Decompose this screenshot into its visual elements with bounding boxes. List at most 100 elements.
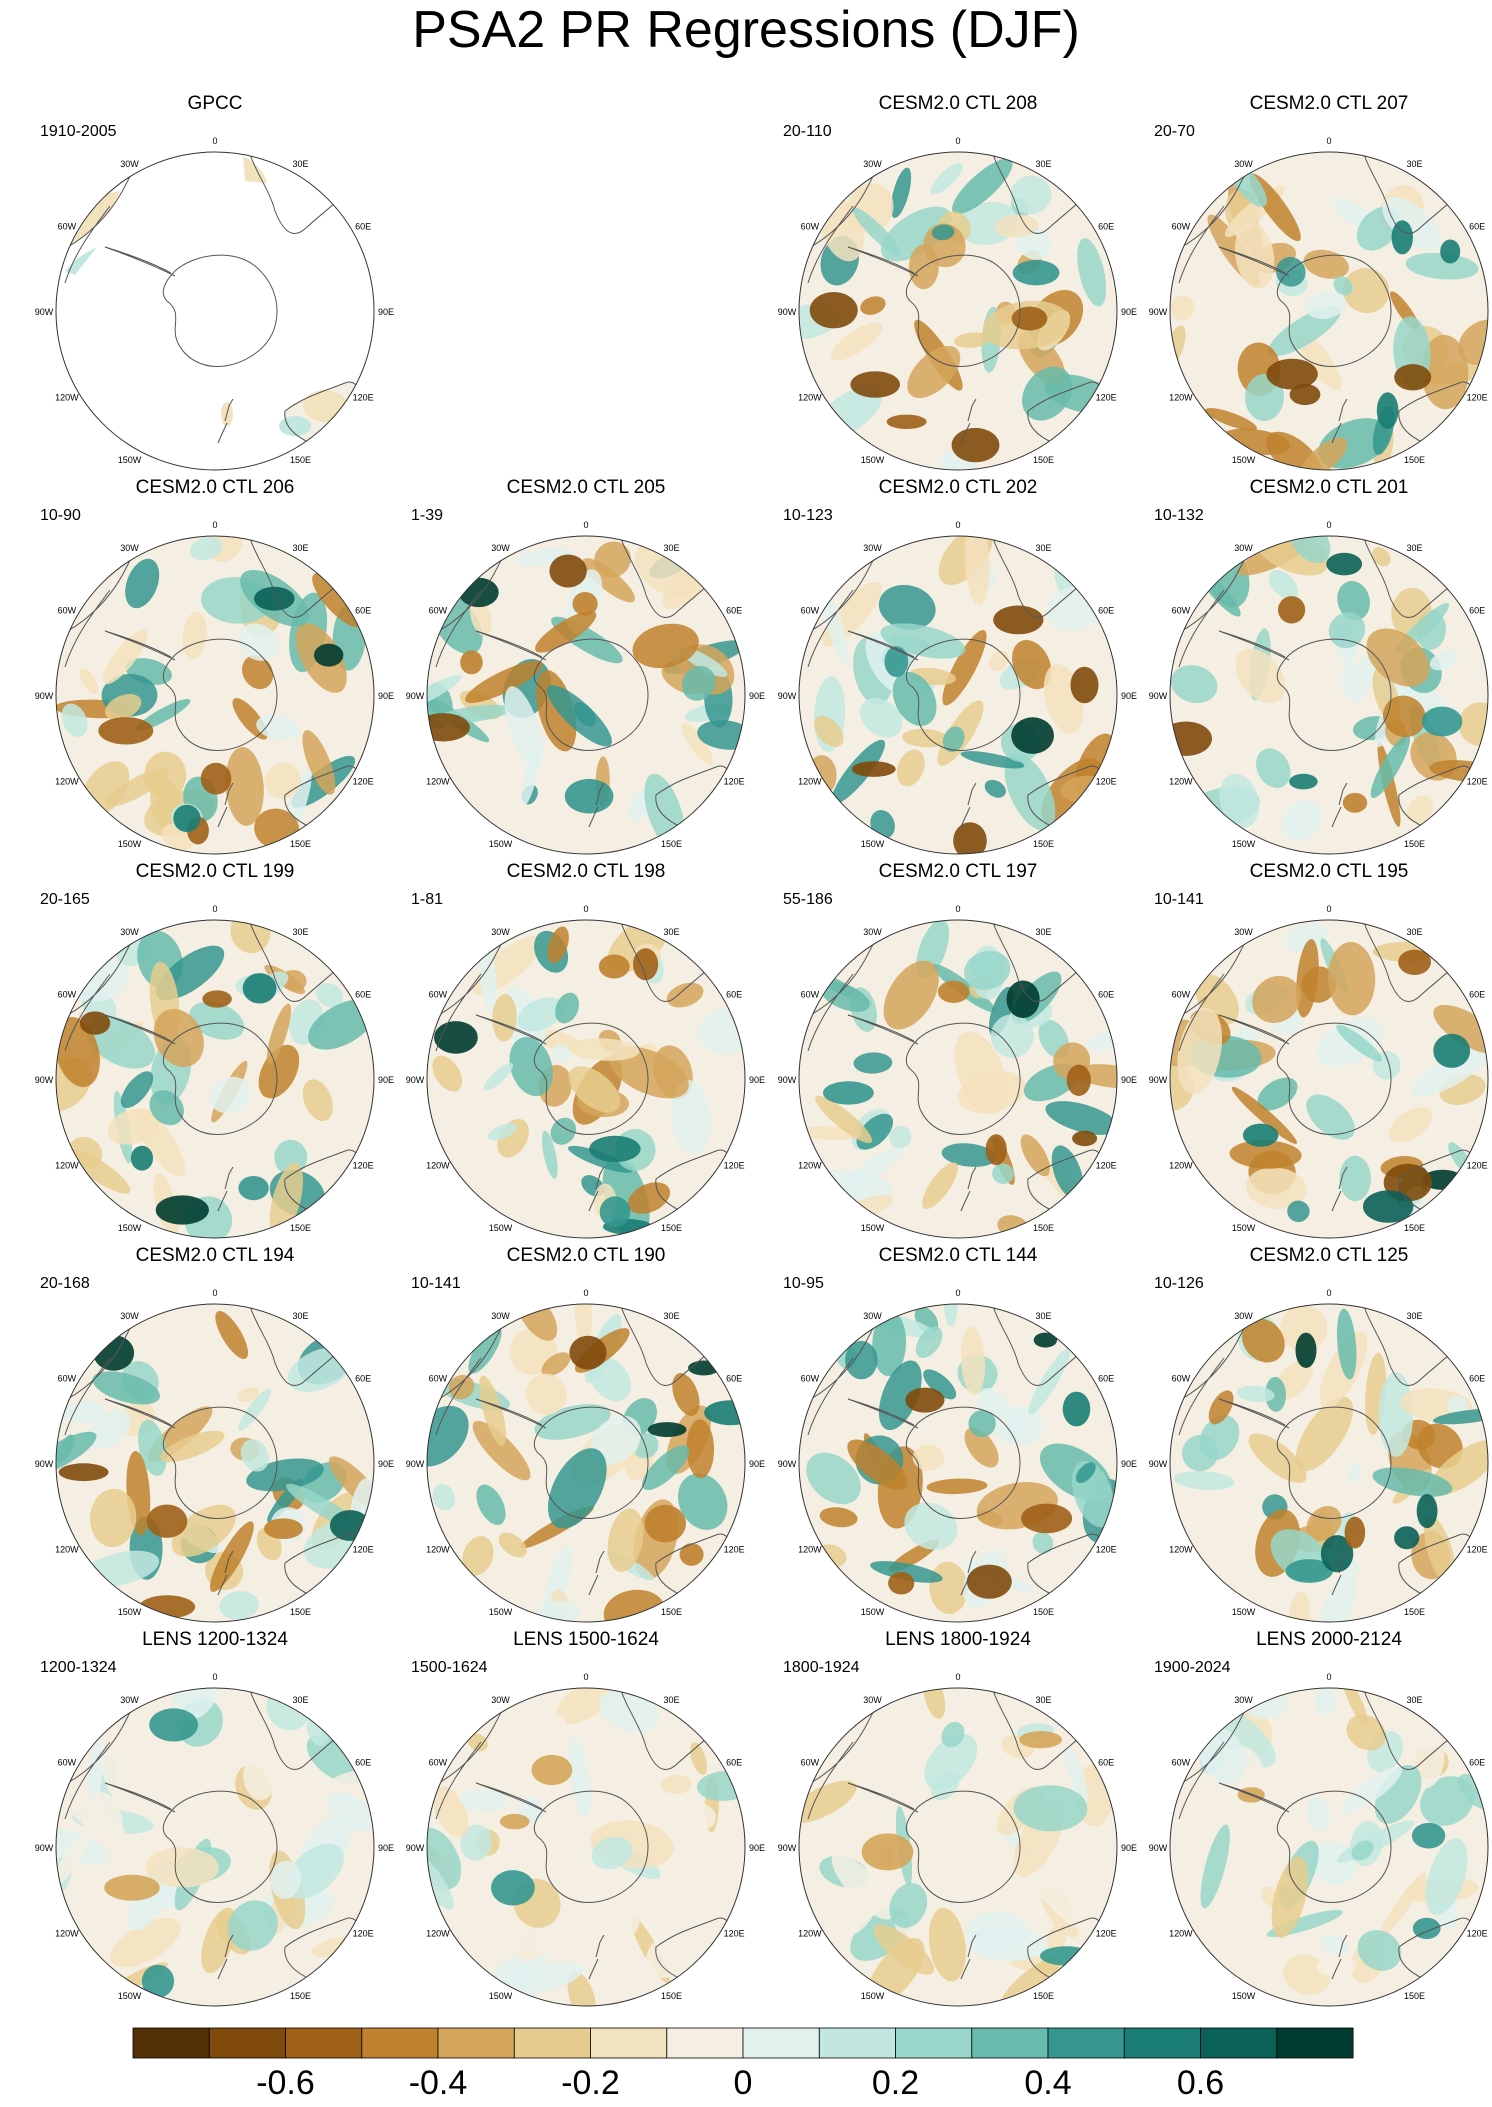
colorbar-tick-label: 0.4 <box>1024 2064 1071 2102</box>
longitude-label: 60W <box>429 990 448 1000</box>
longitude-label: 30W <box>863 1695 882 1705</box>
longitude-label: 120E <box>353 1545 374 1555</box>
longitude-label: 150E <box>661 1223 682 1233</box>
longitude-label: 60E <box>726 606 742 616</box>
longitude-label: 150W <box>1232 455 1256 465</box>
longitude-label: 120W <box>1169 1545 1193 1555</box>
longitude-label: 150W <box>489 1991 513 2001</box>
longitude-label: 120E <box>724 1161 745 1171</box>
longitude-label: 120W <box>55 1929 79 1939</box>
longitude-label: 90W <box>406 1075 425 1085</box>
longitude-label: 90E <box>749 1459 765 1469</box>
longitude-label: 30E <box>663 1695 679 1705</box>
longitude-label: 150W <box>1232 1223 1256 1233</box>
longitude-label: 120E <box>1096 1929 1117 1939</box>
longitude-label: 30W <box>491 543 510 553</box>
longitude-label: 30E <box>1406 1311 1422 1321</box>
longitude-label: 150W <box>118 1991 142 2001</box>
colorbar-segment <box>1123 2027 1202 2059</box>
longitude-label: 90W <box>1149 1075 1168 1085</box>
longitude-label: 150W <box>118 839 142 849</box>
longitude-label: 120W <box>798 777 822 787</box>
longitude-label: 0 <box>955 520 960 530</box>
longitude-label: 30E <box>292 1695 308 1705</box>
polar-map: 030E60E90E120E150E180150W120W90W60W30W <box>35 904 394 1239</box>
polar-map: 030E60E90E120E150E180150W120W90W60W30W <box>406 1288 765 1623</box>
panel-years: 1900-2024 <box>1154 1659 1231 1676</box>
longitude-label: 150W <box>1232 1607 1256 1617</box>
longitude-label: 30W <box>863 543 882 553</box>
panel-years: 10-141 <box>411 1275 461 1292</box>
longitude-label: 120E <box>353 777 374 787</box>
colorbar-tick-label: 0 <box>734 2064 753 2102</box>
polar-map: 030E60E90E120E150E180150W120W90W60W30W <box>1149 1288 1492 1623</box>
longitude-label: 0 <box>212 904 217 914</box>
map-panel: CESM2.0 CTL 205 030E60E90E120E150E180150W… <box>401 476 771 860</box>
longitude-label: 0 <box>583 1672 588 1682</box>
colorbar-segment <box>437 2027 515 2059</box>
longitude-label: 150W <box>118 1607 142 1617</box>
panel-title: CESM2.0 CTL 201 <box>1249 477 1409 498</box>
longitude-label: 120E <box>1096 1161 1117 1171</box>
panel-years: 1500-1624 <box>411 1659 488 1676</box>
longitude-label: 60W <box>1172 606 1191 616</box>
panel-years: 1-39 <box>411 507 444 524</box>
longitude-label: 150E <box>1404 455 1425 465</box>
colorbar-segment <box>285 2027 363 2059</box>
panel-title: CESM2.0 CTL 206 <box>135 477 295 498</box>
longitude-label: 90W <box>778 1843 797 1853</box>
panel-title: CESM2.0 CTL 144 <box>878 1245 1038 1266</box>
longitude-label: 30W <box>1234 543 1253 553</box>
longitude-label: 90W <box>406 1843 425 1853</box>
panel-title: LENS 1500-1624 <box>513 1629 659 1650</box>
map-panel: CESM2.0 CTL 198030E60E90E120E150E180150W… <box>401 860 771 1244</box>
panel-years: 55-186 <box>783 891 833 908</box>
longitude-label: 60E <box>355 606 371 616</box>
panel-title: CESM2.0 CTL 205 <box>506 477 666 498</box>
longitude-label: 150W <box>489 1607 513 1617</box>
longitude-label: 0 <box>212 1672 217 1682</box>
longitude-label: 90W <box>1149 307 1168 317</box>
map-panel: CESM2.0 CTL 201030E60E90E120E150E180150W… <box>1144 476 1492 860</box>
panel-title: CESM2.0 CTL 202 <box>878 477 1038 498</box>
longitude-label: 30E <box>1035 159 1051 169</box>
longitude-label: 30E <box>292 927 308 937</box>
longitude-label: 120W <box>798 1929 822 1939</box>
longitude-label: 30E <box>292 543 308 553</box>
colorbar-segment <box>132 2027 210 2059</box>
longitude-label: 0 <box>1326 904 1331 914</box>
colorbar-tick-label: 0.2 <box>872 2064 919 2102</box>
longitude-label: 0 <box>1326 136 1331 146</box>
polar-map: 030E60E90E120E150E180150W120W90W60W30W <box>406 1672 765 2007</box>
longitude-label: 150E <box>290 1607 311 1617</box>
longitude-label: 60E <box>1098 1374 1114 1384</box>
longitude-label: 90W <box>778 691 797 701</box>
longitude-label: 60E <box>726 990 742 1000</box>
longitude-label: 0 <box>212 136 217 146</box>
colorbar-segment <box>895 2027 973 2059</box>
polar-map: 030E60E90E120E150E180150W120W90W60W30W <box>35 520 394 855</box>
longitude-label: 120W <box>55 1545 79 1555</box>
longitude-label: 150E <box>661 839 682 849</box>
longitude-label: 60W <box>58 990 77 1000</box>
panel-title: CESM2.0 CTL 125 <box>1249 1245 1409 1266</box>
polar-map: 030E60E90E120E150E180150W120W90W60W30W <box>406 520 765 855</box>
longitude-label: 150W <box>1232 1991 1256 2001</box>
longitude-label: 120W <box>55 777 79 787</box>
longitude-label: 30E <box>1406 927 1422 937</box>
longitude-label: 90E <box>1121 691 1137 701</box>
longitude-label: 30E <box>1035 927 1051 937</box>
panel-years: 20-70 <box>1154 123 1195 140</box>
colorbar-segment <box>666 2027 744 2059</box>
longitude-label: 90E <box>378 1843 394 1853</box>
longitude-label: 30W <box>120 159 139 169</box>
longitude-label: 60W <box>1172 1758 1191 1768</box>
longitude-label: 60E <box>1098 1758 1114 1768</box>
longitude-label: 150W <box>861 1991 885 2001</box>
longitude-label: 120W <box>55 1161 79 1171</box>
longitude-label: 60E <box>726 1374 742 1384</box>
longitude-label: 150W <box>489 839 513 849</box>
longitude-label: 60W <box>801 1758 820 1768</box>
longitude-label: 60E <box>355 990 371 1000</box>
colorbar-tick-label: 0.6 <box>1177 2064 1224 2102</box>
